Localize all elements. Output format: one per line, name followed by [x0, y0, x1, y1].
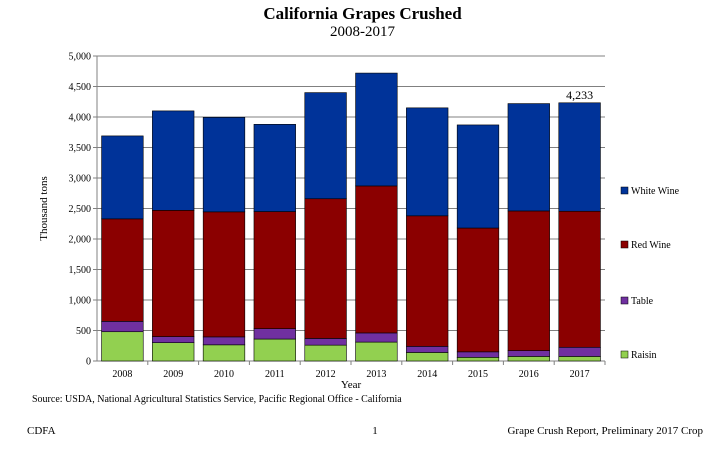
bar-total-label: 4,233: [566, 88, 593, 102]
bar-white-wine-2010: [202, 117, 246, 213]
legend-swatch: [620, 240, 629, 249]
legend-label: White Wine: [631, 186, 680, 197]
page-number: 1: [372, 425, 378, 437]
y-tick-label: 0: [86, 357, 91, 368]
x-axis-title: Year: [341, 379, 362, 391]
bar-white-wine-2016: [507, 103, 550, 212]
footer-left: CDFA: [27, 425, 56, 437]
bar-white-wine-2014: [406, 107, 449, 217]
bar-raisin-2012: [304, 344, 347, 362]
bar-white-wine-2011: [253, 124, 296, 212]
y-tick-label: 2,000: [69, 235, 92, 246]
bar-raisin-2016: [507, 356, 550, 362]
legend-swatch: [620, 296, 629, 305]
bar-red-wine-2011: [253, 211, 296, 329]
bar-table-2012: [304, 338, 347, 346]
bar-red-wine-2013: [355, 185, 398, 334]
x-tick-label: 2010: [214, 369, 234, 380]
legend-swatch: [620, 186, 629, 195]
y-tick-label: 3,500: [69, 143, 92, 154]
bar-white-wine-2009: [152, 110, 195, 211]
bar-table-2017: [558, 346, 601, 357]
bar-red-wine-2009: [152, 210, 195, 337]
x-tick-label: 2011: [265, 369, 285, 380]
bar-white-wine-2012: [304, 92, 347, 200]
legend-label: Table: [631, 296, 654, 307]
bar-white-wine-2017: [558, 102, 601, 212]
y-tick-label: 5,000: [69, 52, 92, 63]
y-tick-label: 1,500: [69, 265, 92, 276]
bar-red-wine-2015: [456, 227, 500, 353]
x-tick-label: 2016: [519, 369, 539, 380]
bar-table-2009: [152, 336, 195, 344]
bar-raisin-2014: [406, 352, 449, 362]
bar-raisin-2008: [101, 331, 144, 362]
y-tick-label: 2,500: [69, 204, 92, 215]
bar-table-2010: [202, 336, 246, 346]
bar-red-wine-2012: [304, 198, 347, 339]
chart-title: California Grapes Crushed: [263, 4, 462, 23]
bar-raisin-2011: [253, 338, 296, 362]
y-tick-label: 4,000: [69, 113, 92, 124]
legend-swatch: [620, 350, 629, 359]
bar-white-wine-2015: [456, 124, 500, 229]
bar-table-2008: [101, 321, 144, 333]
bar-red-wine-2008: [101, 218, 144, 322]
source-note: Source: USDA, National Agricultural Stat…: [32, 394, 402, 405]
bar-red-wine-2010: [202, 211, 246, 338]
bar-table-2015: [456, 351, 500, 358]
y-tick-label: 3,000: [69, 174, 92, 185]
bar-raisin-2009: [152, 342, 195, 362]
bar-table-2011: [253, 328, 296, 340]
y-tick-label: 500: [76, 326, 91, 337]
bar-raisin-2015: [456, 357, 500, 362]
legend-label: Raisin: [631, 350, 657, 361]
bar-white-wine-2013: [355, 72, 398, 187]
bar-red-wine-2017: [558, 210, 601, 348]
x-tick-label: 2013: [366, 369, 386, 380]
x-tick-label: 2017: [570, 369, 590, 380]
x-tick-label: 2009: [163, 369, 183, 380]
chart-subtitle: 2008-2017: [330, 24, 395, 40]
bar-red-wine-2014: [406, 215, 449, 347]
x-tick-label: 2014: [417, 369, 437, 380]
bar-red-wine-2016: [507, 210, 550, 351]
bar-raisin-2010: [202, 344, 246, 362]
x-tick-label: 2015: [468, 369, 488, 380]
y-tick-label: 4,500: [69, 82, 92, 93]
x-tick-label: 2012: [316, 369, 336, 380]
bar-raisin-2013: [355, 341, 398, 362]
y-tick-label: 1,000: [69, 296, 92, 307]
bar-table-2013: [355, 332, 398, 343]
x-tick-label: 2008: [112, 369, 132, 380]
bar-white-wine-2008: [101, 135, 144, 220]
legend-label: Red Wine: [631, 240, 671, 251]
y-axis-title: Thousand tons: [38, 176, 50, 240]
bar-table-2016: [507, 350, 550, 357]
bar-table-2014: [406, 346, 449, 353]
bar-raisin-2017: [558, 356, 601, 362]
footer-right: Grape Crush Report, Preliminary 2017 Cro…: [507, 425, 703, 437]
